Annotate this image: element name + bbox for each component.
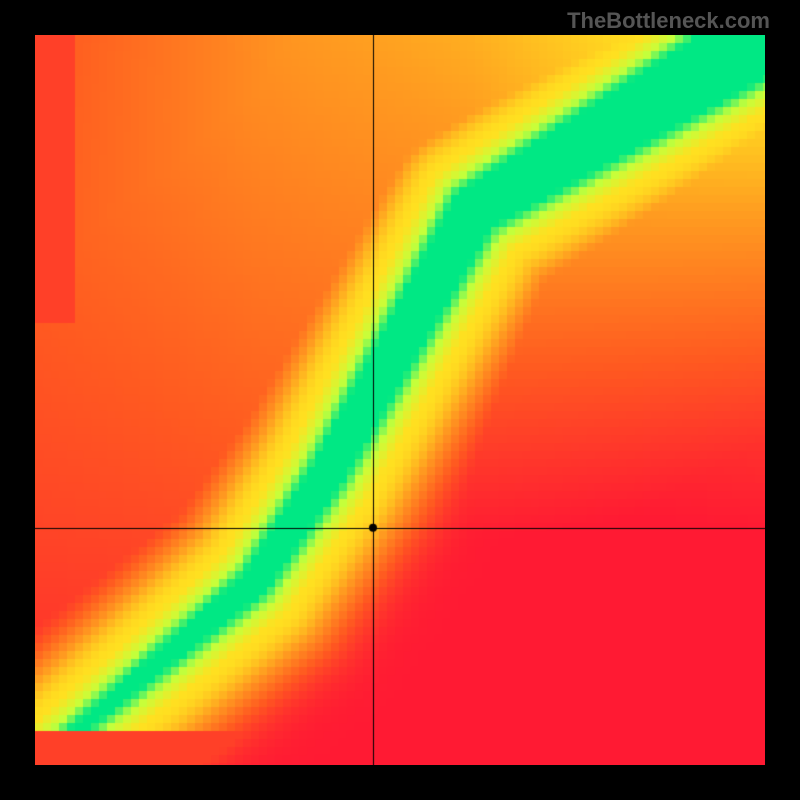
- chart-container: TheBottleneck.com: [0, 0, 800, 800]
- bottleneck-heatmap: [35, 35, 765, 765]
- watermark-text: TheBottleneck.com: [567, 8, 770, 34]
